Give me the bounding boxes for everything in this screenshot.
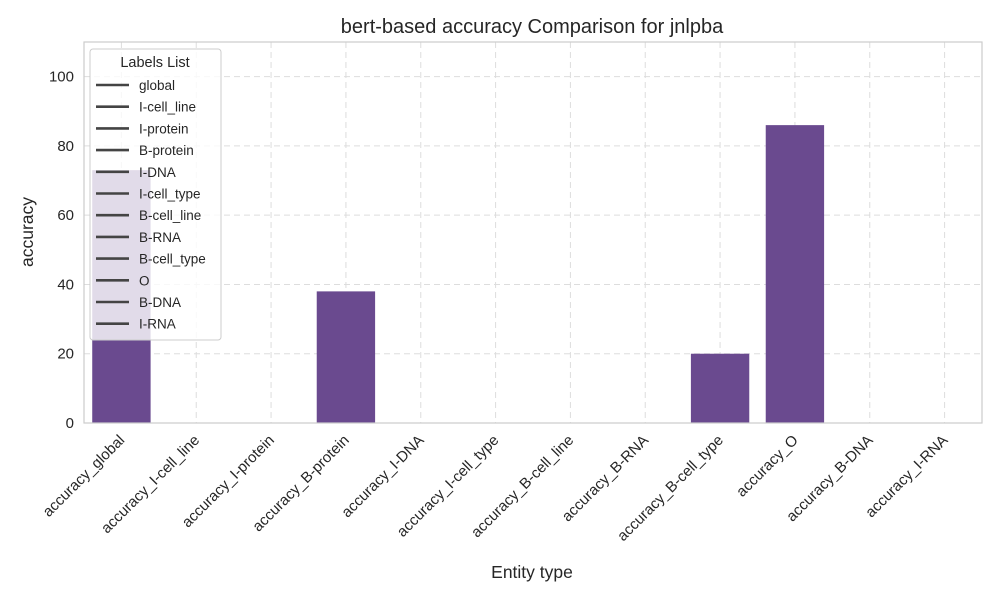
legend-entry: I-RNA	[139, 317, 176, 332]
legend-entry: I-protein	[139, 121, 189, 136]
legend-entry: B-RNA	[139, 230, 181, 245]
legend-title: Labels List	[120, 55, 189, 71]
legend-entry: B-DNA	[139, 295, 181, 310]
legend-entry: B-protein	[139, 143, 194, 158]
legend-entry: B-cell_line	[139, 208, 201, 223]
x-axis-label: Entity type	[491, 562, 573, 582]
bar-accuracy_B-protein	[316, 291, 376, 423]
legend-entry: global	[139, 78, 175, 93]
y-tick-label: 80	[57, 138, 74, 155]
y-axis-ticks: 0 20 40 60 80 100	[49, 69, 74, 432]
x-tick-label: accuracy_O	[733, 432, 802, 501]
y-tick-label: 60	[57, 207, 74, 224]
bar-accuracy_O	[765, 125, 825, 424]
chart-title: bert-based accuracy Comparison for jnlpb…	[341, 16, 724, 38]
legend-box	[89, 48, 222, 341]
legend-entry: I-cell_line	[139, 100, 196, 115]
y-tick-label: 40	[57, 276, 74, 293]
legend-entry: O	[139, 273, 150, 288]
plot-area	[84, 42, 982, 423]
y-tick-label: 20	[57, 346, 74, 363]
x-axis-ticks: accuracy_globalaccuracy_I-cell_lineaccur…	[40, 432, 952, 545]
y-tick-label: 100	[49, 69, 74, 86]
y-tick-label: 0	[66, 415, 74, 432]
y-axis-label: accuracy	[17, 197, 37, 267]
legend: Labels List global I-cell_line I-protein B-…	[89, 48, 222, 341]
legend-entry: I-cell_type	[139, 187, 201, 202]
bar-accuracy_B-cell_type	[690, 353, 750, 423]
legend-entry: B-cell_type	[139, 252, 206, 267]
x-tick-label: accuracy_I-RNA	[862, 432, 951, 521]
plot-frame	[83, 41, 983, 424]
legend-entry: I-DNA	[139, 165, 176, 180]
